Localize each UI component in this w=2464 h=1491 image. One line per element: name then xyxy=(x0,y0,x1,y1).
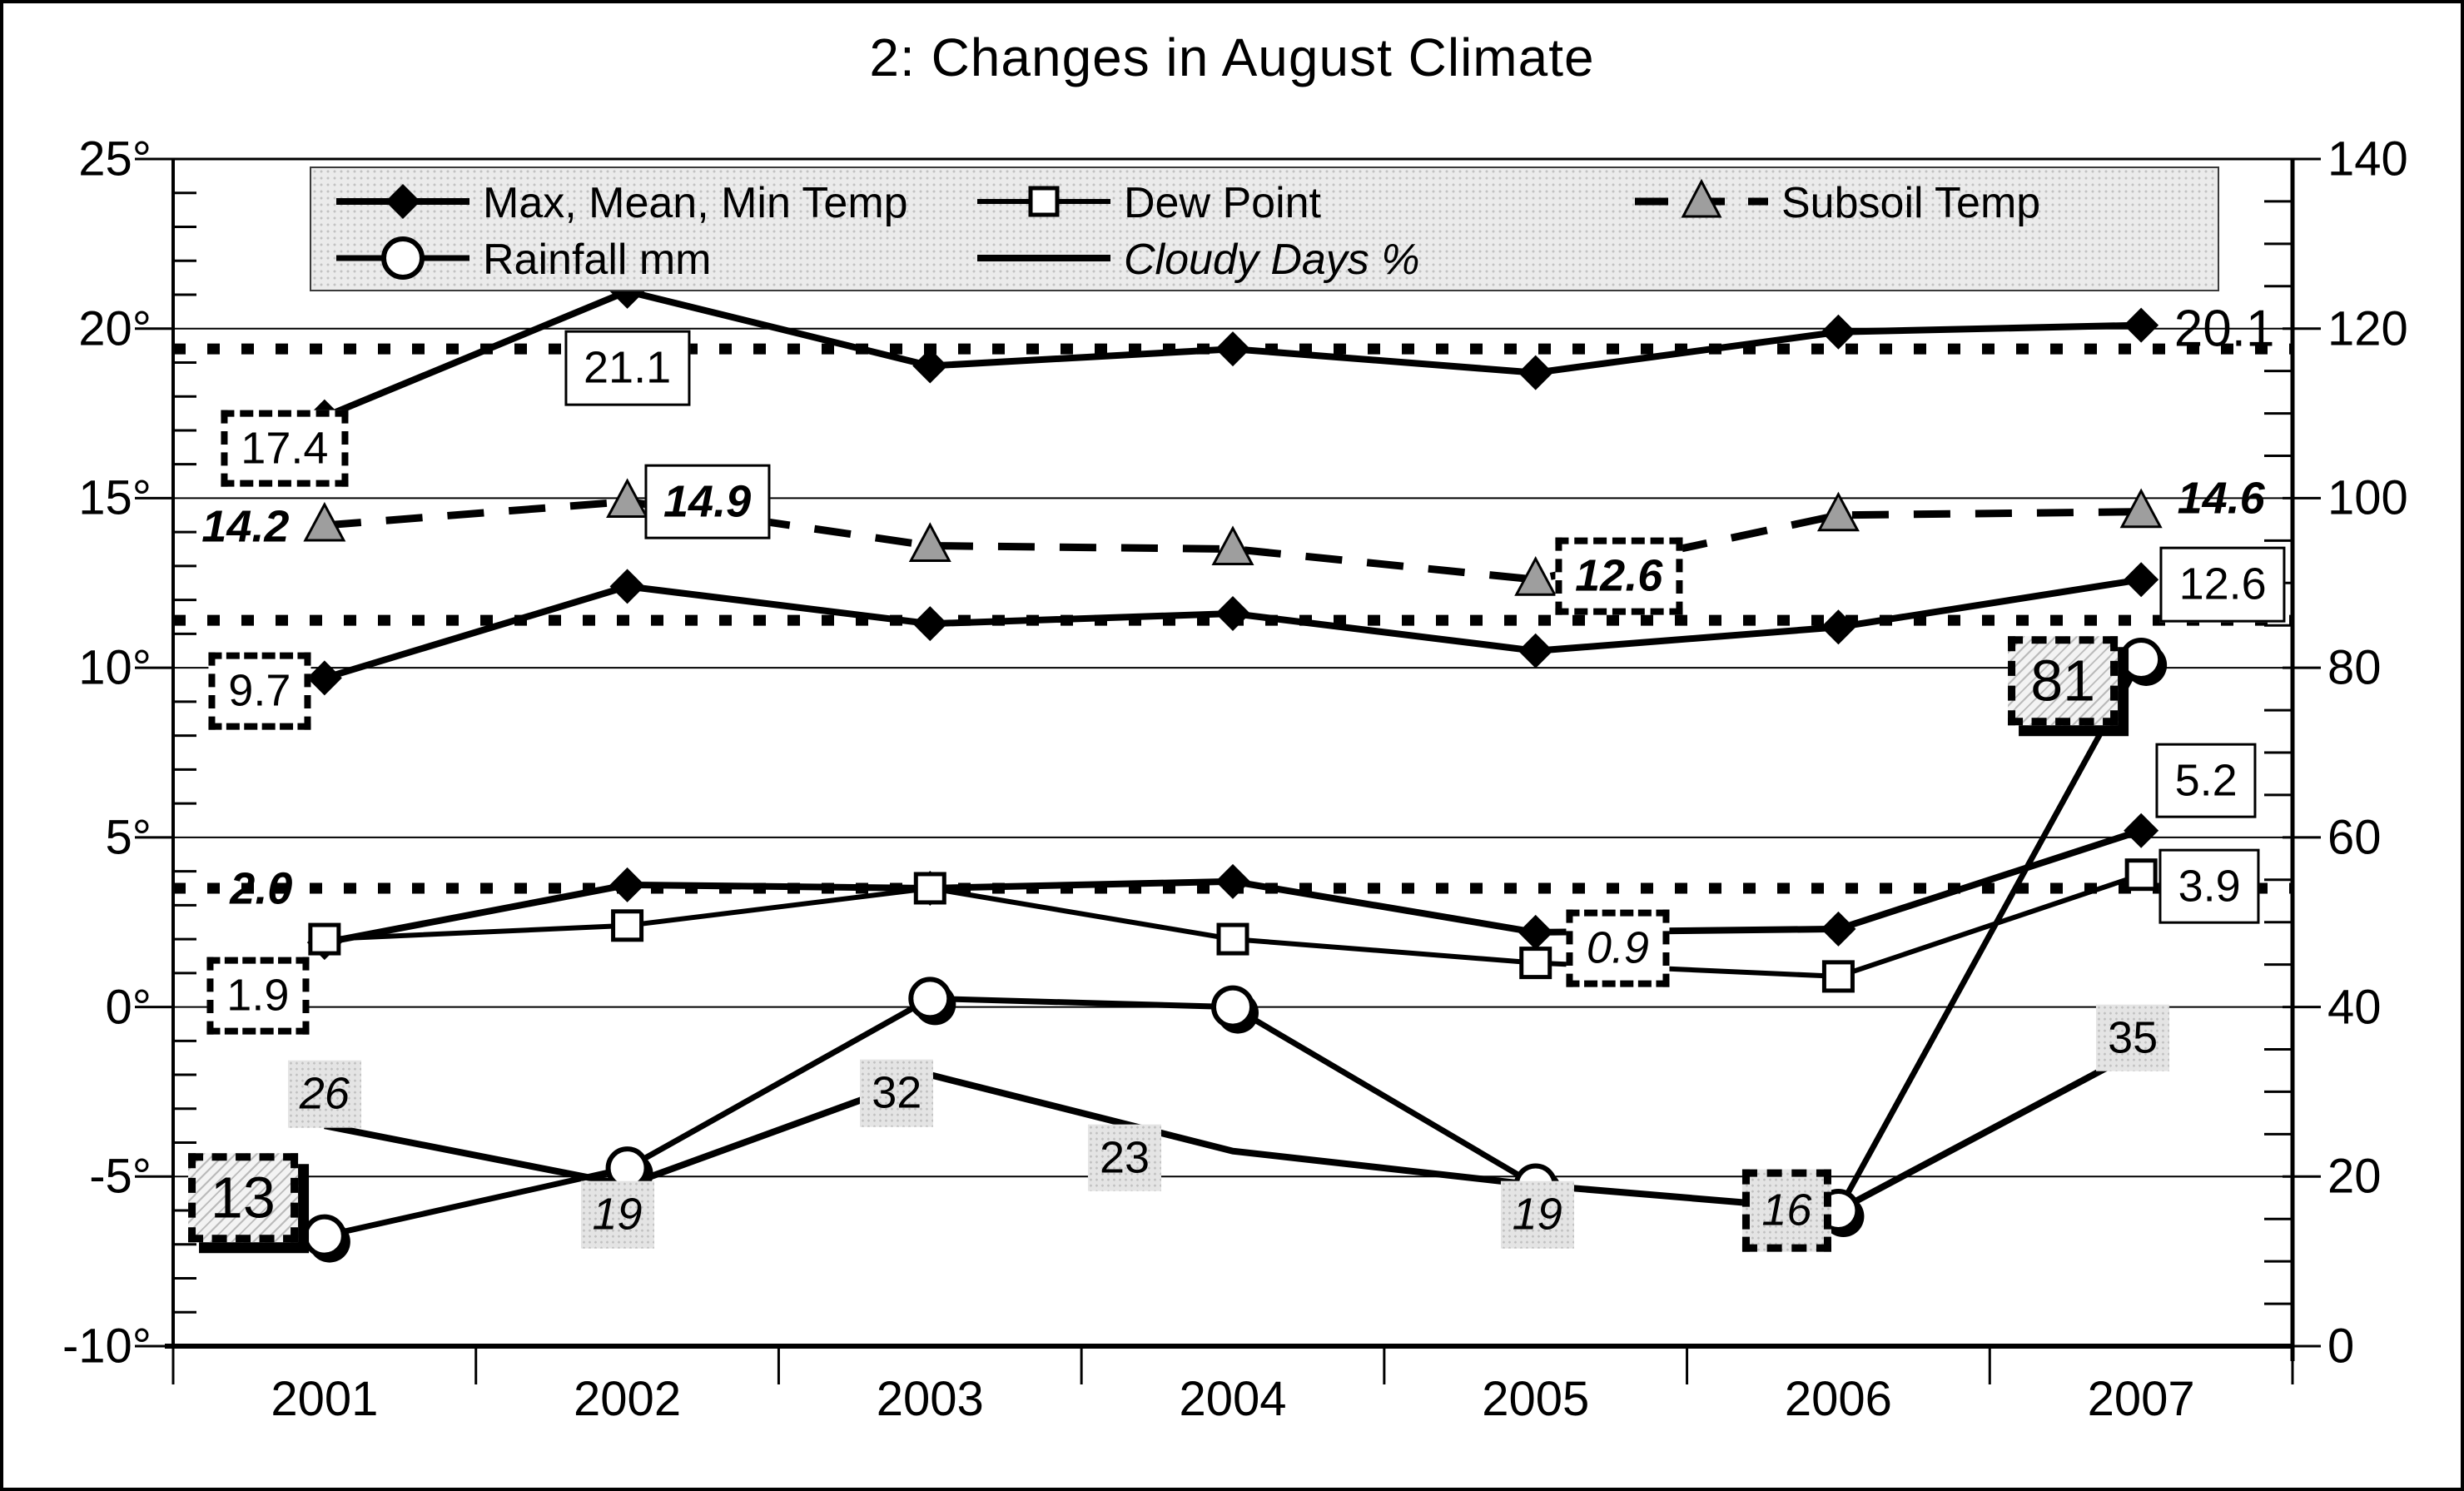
y-left-tick-label: 0° xyxy=(105,980,152,1035)
x-tick-label: 2003 xyxy=(876,1372,984,1426)
y-left-tick-label: 20° xyxy=(78,301,152,356)
data-label-9_7: 9.7 xyxy=(208,653,311,730)
chart-legend: Max, Mean, Min Temp Dew Point Subsoil Temp… xyxy=(310,166,2219,291)
legend-item-max-mean-min-temp: Max, Mean, Min Temp xyxy=(336,178,908,228)
data-label-19: 19 xyxy=(580,1181,654,1249)
y-right-tick-label: 60 xyxy=(2327,810,2382,865)
data-label-1_9: 1.9 xyxy=(206,957,310,1035)
data-label-81: 81 xyxy=(2008,636,2119,726)
legend-item-label: Rainfall mm xyxy=(483,236,712,284)
x-tick-label: 2006 xyxy=(1784,1372,1892,1426)
data-label-19: 19 xyxy=(1500,1181,1574,1249)
y-left-tick-label: 15° xyxy=(78,470,152,525)
circle-marker-icon xyxy=(336,233,469,287)
legend-item-label: Dew Point xyxy=(1124,179,1321,227)
legend-item-label: Max, Mean, Min Temp xyxy=(483,179,908,227)
data-label-14_2: 14.2 xyxy=(201,501,290,552)
y-left-tick-label: 5° xyxy=(105,810,152,865)
legend-item-dew-point: Dew Point xyxy=(977,178,1321,228)
line-icon xyxy=(977,233,1110,287)
y-left-tick-label: 25° xyxy=(78,132,152,186)
data-label-26: 26 xyxy=(287,1060,361,1128)
data-label-23: 23 xyxy=(1087,1124,1162,1192)
y-right-tick-label: 100 xyxy=(2327,470,2408,525)
y-right-tick-label: 80 xyxy=(2327,640,2382,695)
y-left-tick-label: -10° xyxy=(62,1319,152,1374)
x-tick-label: 2002 xyxy=(574,1372,682,1426)
y-right-tick-label: 0 xyxy=(2327,1319,2355,1374)
chart-title: 2: Changes in August Climate xyxy=(869,27,1595,87)
y-right-tick-label: 20 xyxy=(2327,1149,2382,1204)
data-label-16: 16 xyxy=(1742,1169,1831,1252)
y-right-tick-label: 40 xyxy=(2327,980,2382,1035)
legend-item-rainfall-mm: Rainfall mm xyxy=(336,235,712,285)
data-label-12_6: 12.6 xyxy=(2159,546,2286,623)
data-label-5_2: 5.2 xyxy=(2155,743,2257,819)
data-label-12_6: 12.6 xyxy=(1555,537,1683,615)
data-label-3_9: 3.9 xyxy=(2158,848,2260,925)
legend-item-cloudy-days-: Cloudy Days % xyxy=(977,235,1419,285)
data-label-32: 32 xyxy=(860,1059,934,1127)
y-right-tick-label: 140 xyxy=(2327,132,2408,186)
data-label-14_6: 14.6 xyxy=(2177,473,2265,524)
data-label-17_4: 17.4 xyxy=(221,410,349,487)
data-label-13: 13 xyxy=(187,1152,298,1243)
data-label-35: 35 xyxy=(2096,1004,2170,1071)
legend-item-label: Cloudy Days % xyxy=(1124,236,1420,284)
square-marker-icon xyxy=(977,176,1110,231)
y-left-tick-label: 10° xyxy=(78,640,152,695)
diamond-marker-icon xyxy=(336,176,469,231)
y-right-tick-label: 120 xyxy=(2327,301,2408,356)
data-label-21_1: 21.1 xyxy=(564,330,691,406)
triangle-marker-icon xyxy=(1635,176,1768,231)
legend-item-label: Subsoil Temp xyxy=(1781,179,2041,227)
x-tick-label: 2005 xyxy=(1482,1372,1590,1426)
x-tick-label: 2001 xyxy=(271,1372,379,1426)
x-tick-label: 2007 xyxy=(2087,1372,2195,1426)
y-left-tick-label: -5° xyxy=(89,1149,152,1204)
data-label-2_0: 2.0 xyxy=(230,863,293,914)
data-label-0_9: 0.9 xyxy=(1566,909,1669,987)
legend-item-subsoil-temp: Subsoil Temp xyxy=(1635,178,2040,228)
data-label-14_9: 14.9 xyxy=(644,464,771,539)
data-label-20_1: 20.1 xyxy=(2173,300,2275,358)
x-tick-label: 2004 xyxy=(1179,1372,1287,1426)
